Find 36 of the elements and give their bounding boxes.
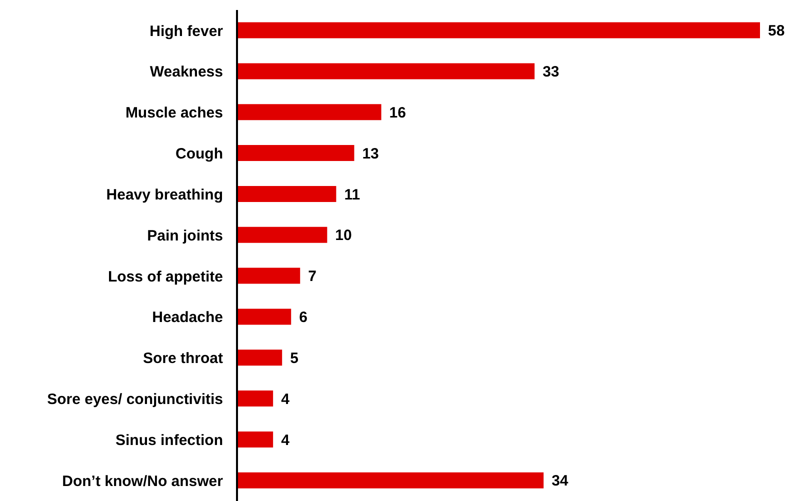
y-tick-label: Cough (176, 146, 223, 163)
bar (237, 308, 292, 325)
data-label: 4 (281, 390, 290, 408)
y-tick-label: Weakness (150, 64, 223, 81)
bar (237, 186, 336, 202)
bar (237, 431, 274, 448)
data-label: 5 (290, 350, 298, 367)
y-tick-label: Heavy breathing (106, 186, 223, 204)
bar (237, 22, 760, 38)
data-label: 13 (362, 145, 379, 162)
data-label: 34 (552, 472, 569, 490)
bar (237, 63, 535, 80)
data-label: 4 (281, 432, 290, 449)
y-tick-label: Muscle aches (125, 104, 223, 122)
data-label: 16 (389, 104, 406, 122)
data-label: 10 (335, 227, 352, 244)
y-tick-label: Sore eyes/ conjunctivitis (47, 391, 223, 408)
bar (237, 104, 382, 120)
bar (237, 268, 300, 284)
y-tick-label: High fever (150, 22, 224, 40)
bar (237, 390, 274, 407)
bar (237, 145, 354, 162)
bar (237, 472, 544, 488)
y-tick-label: Sinus infection (115, 432, 223, 449)
data-label: 6 (299, 309, 308, 326)
data-label: 33 (542, 64, 560, 81)
y-tick-label: Headache (152, 309, 223, 326)
y-tick-label: Don’t know/No answer (62, 472, 224, 490)
bar (237, 350, 282, 366)
data-label: 11 (344, 186, 360, 204)
y-tick-label: Loss of appetite (108, 268, 223, 286)
y-tick-label: Sore throat (142, 350, 223, 368)
data-label: 58 (768, 22, 785, 40)
bar (237, 226, 328, 243)
y-tick-label: Pain joints (147, 227, 223, 244)
data-label: 7 (308, 268, 316, 286)
